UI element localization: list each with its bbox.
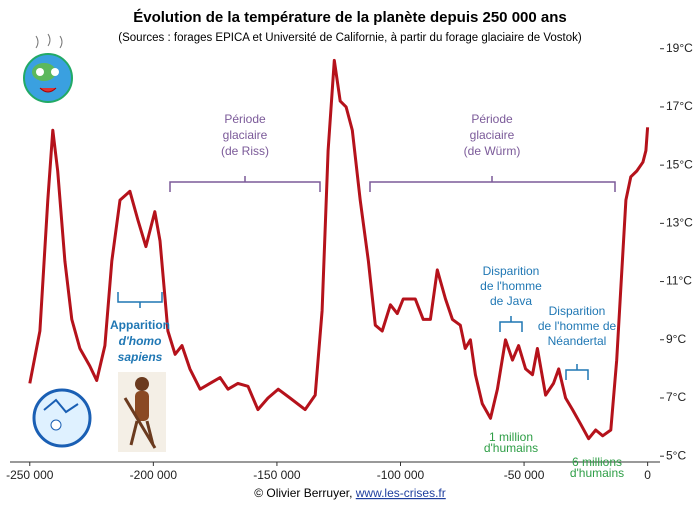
riss-bracket <box>169 176 321 192</box>
y-tick-label: 13°C <box>666 216 693 230</box>
footer-author: © Olivier Berruyer, <box>254 486 356 500</box>
hot-earth-icon <box>23 33 73 103</box>
x-tick-label: -50 000 <box>504 468 545 482</box>
annotation: 6 millions <box>572 455 622 469</box>
y-tick-label: 5°C <box>666 448 686 462</box>
y-tick-label: 19°C <box>666 41 693 55</box>
cold-earth-icon <box>32 388 92 448</box>
annotation: glaciaire <box>470 128 515 142</box>
annotation: Période <box>224 112 266 126</box>
footer-link[interactable]: www.les-crises.fr <box>355 486 446 500</box>
footer: © Olivier Berruyer, www.les-crises.fr <box>254 486 446 500</box>
x-tick-label: -200 000 <box>130 468 178 482</box>
annotation: d'humains <box>570 466 624 480</box>
sapiens-bracket <box>117 292 163 308</box>
annotation: (de Riss) <box>221 144 269 158</box>
annotation: Disparition <box>483 264 540 278</box>
annotation: 1 million <box>489 430 533 444</box>
brackets <box>169 176 616 192</box>
x-tick-label: -100 000 <box>377 468 425 482</box>
x-tick-label: 0 <box>644 468 651 482</box>
x-tick-label: -250 000 <box>6 468 54 482</box>
java-bracket <box>499 316 523 332</box>
y-tick-label: 11°C <box>666 274 692 288</box>
annotation: glaciaire <box>223 128 268 142</box>
annotation: Disparition <box>549 304 606 318</box>
annotation: Apparition <box>110 318 170 332</box>
y-tick-label: 15°C <box>666 157 693 171</box>
annotation: de l'homme de <box>538 319 617 333</box>
annotation: de l'homme <box>480 279 542 293</box>
temperature-line <box>28 58 650 441</box>
annotation: Période <box>471 112 513 126</box>
annotation: d'homo <box>119 334 162 348</box>
neandertal-bracket <box>565 364 589 380</box>
annotation: sapiens <box>118 350 163 364</box>
chart-title: Évolution de la température de la planèt… <box>133 9 566 26</box>
annotation: (de Würm) <box>464 144 521 158</box>
caveman-image <box>118 372 166 452</box>
y-tick-label: 9°C <box>666 332 686 346</box>
blue-brackets <box>117 292 589 380</box>
annotation: de Java <box>490 294 532 308</box>
annotation: d'humains <box>484 441 538 455</box>
y-tick-label: 7°C <box>666 390 686 404</box>
y-tick-label: 17°C <box>666 99 693 113</box>
annotation: Néandertal <box>548 334 607 348</box>
x-tick-label: -150 000 <box>253 468 301 482</box>
chart-subtitle: (Sources : forages EPICA et Université d… <box>118 32 582 44</box>
wurm-bracket <box>369 176 616 192</box>
